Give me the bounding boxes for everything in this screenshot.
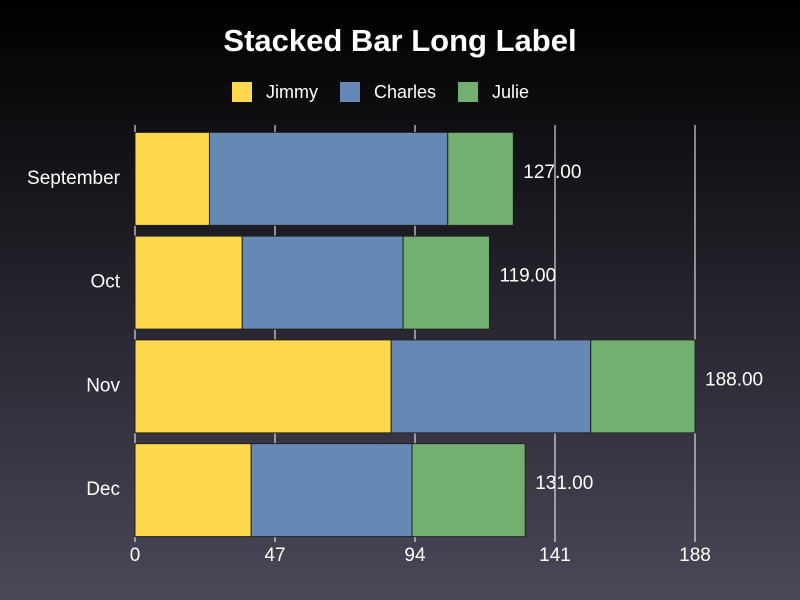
bar-segment [411, 443, 526, 538]
x-tick-label: 188 [679, 545, 711, 566]
legend-swatch [340, 82, 360, 102]
chart-title: Stacked Bar Long Label [223, 23, 576, 58]
bar-segment [134, 339, 392, 434]
bar-segment [390, 339, 592, 434]
bar-segment [402, 235, 490, 330]
legend-label: Julie [492, 82, 529, 102]
bar-segment [134, 131, 210, 226]
x-tick-label: 0 [130, 545, 141, 566]
bar-segment [134, 235, 243, 330]
bar-segment [241, 235, 404, 330]
legend-swatch [232, 82, 252, 102]
x-tick-label: 47 [264, 545, 285, 566]
bar-segment [134, 443, 252, 538]
y-tick-label: September [27, 168, 121, 189]
bar-segment [590, 339, 696, 434]
x-tick-label: 94 [404, 545, 426, 566]
legend-swatch [458, 82, 479, 102]
legend-label: Charles [374, 82, 436, 102]
total-label: 119.00 [499, 266, 556, 287]
bar-segment [250, 443, 413, 538]
x-tick-label: 141 [539, 545, 571, 566]
bar-segment [208, 131, 449, 226]
legend-label: Jimmy [266, 82, 318, 102]
y-tick-label: Nov [86, 375, 120, 396]
total-label: 188.00 [705, 369, 763, 390]
bar-segment [447, 131, 514, 226]
y-tick-label: Oct [90, 272, 120, 293]
total-label: 131.00 [535, 473, 593, 494]
y-tick-label: Dec [86, 479, 120, 500]
total-label: 127.00 [523, 162, 581, 183]
